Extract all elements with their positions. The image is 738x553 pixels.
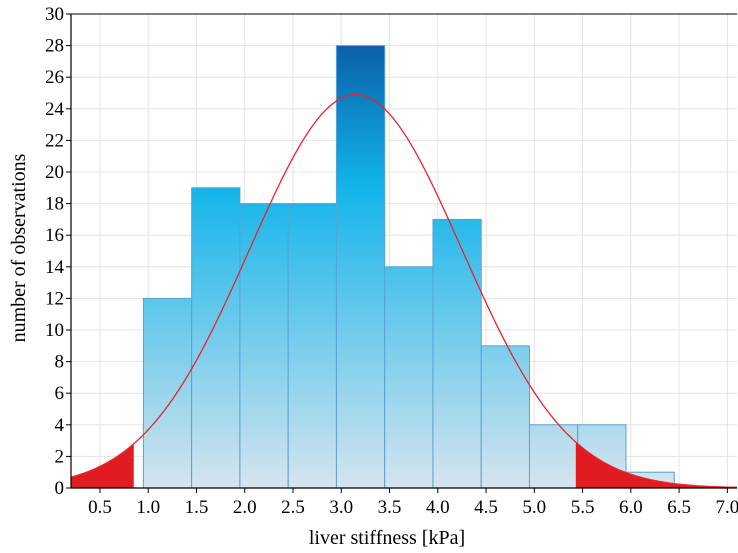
histogram-bar — [335, 45, 386, 489]
y-tick-label: 30 — [45, 4, 64, 25]
histogram-bar — [142, 297, 193, 489]
x-tick-label: 5.5 — [571, 497, 595, 518]
histogram-bar — [239, 203, 289, 489]
upper-tail-area — [575, 442, 737, 488]
y-tick-label: 10 — [45, 320, 64, 341]
histogram-bar — [528, 424, 579, 489]
x-tick-label: 1.0 — [136, 497, 160, 518]
x-tick-label: 5.0 — [522, 497, 546, 518]
y-tick-label: 18 — [45, 194, 64, 215]
x-tick-label: 4.0 — [426, 497, 450, 518]
y-tick-label: 4 — [55, 415, 65, 436]
histogram-bar — [432, 218, 482, 489]
y-tick-label: 24 — [45, 99, 65, 120]
x-tick-label: 2.0 — [233, 497, 257, 518]
y-tick-label: 20 — [45, 162, 64, 183]
x-tick-labels: 0.5 1.0 1.5 2.0 2.5 3.0 3.5 4.0 4.5 5.0 5.5 6.0 6.5 7… — [88, 497, 738, 518]
y-tick-label: 16 — [45, 225, 64, 246]
y-tick-label: 8 — [55, 352, 65, 373]
x-axis-label: liver stiffness [kPa] — [309, 527, 465, 549]
y-tick-label: 26 — [45, 67, 64, 88]
y-axis-label: number of observations — [8, 153, 30, 342]
histogram-bar — [480, 345, 530, 489]
histogram-bar — [287, 203, 337, 489]
y-tick-label: 6 — [55, 383, 65, 404]
histogram-bar — [191, 187, 241, 489]
y-tick-label: 12 — [45, 288, 64, 309]
x-tick-label: 7.0 — [715, 497, 738, 518]
y-tick-label: 2 — [55, 446, 65, 467]
x-tick-label: 3.5 — [378, 497, 402, 518]
normal-curve-line — [71, 93, 737, 489]
y-tick-label: 22 — [45, 130, 64, 151]
histogram-bar — [384, 266, 434, 489]
y-tick-label: 28 — [45, 36, 64, 57]
x-tick-label: 1.5 — [185, 497, 209, 518]
x-tick-label: 3.0 — [329, 497, 353, 518]
y-tick-label: 0 — [55, 478, 65, 499]
x-tick-label: 0.5 — [88, 497, 112, 518]
x-tick-label: 4.5 — [474, 497, 498, 518]
normal-curve — [71, 93, 737, 489]
y-tick-label: 14 — [45, 257, 65, 278]
x-tick-label: 2.5 — [281, 497, 305, 518]
x-tick-label: 6.5 — [667, 497, 691, 518]
axes-frame — [66, 13, 737, 493]
x-tick-label: 6.0 — [619, 497, 643, 518]
